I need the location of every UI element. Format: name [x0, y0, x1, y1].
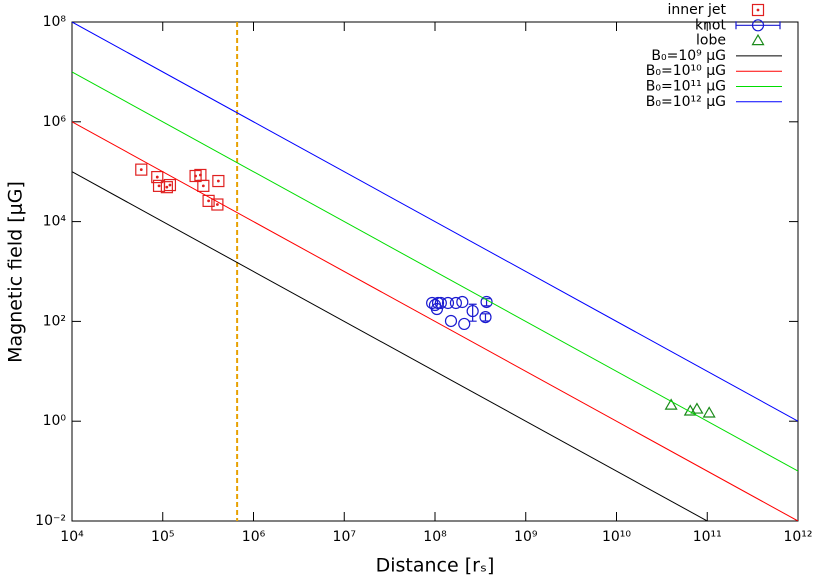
circle-marker — [479, 310, 492, 324]
square-shape — [160, 181, 173, 194]
square-marker — [135, 163, 148, 176]
x-tick-label: 10⁶ — [242, 529, 266, 545]
legend-label: lobe — [696, 33, 726, 49]
circle-marker — [441, 296, 455, 310]
square-marker — [751, 3, 765, 17]
y-tick-label: 10⁰ — [43, 413, 67, 429]
y-tick-label: 10⁶ — [43, 114, 67, 130]
circle-marker — [430, 302, 444, 316]
square-dot — [207, 199, 210, 203]
x-tick-label: 10⁹ — [514, 529, 538, 545]
circle-marker — [480, 295, 493, 309]
legend-error-bar — [735, 21, 781, 30]
square-marker — [163, 178, 177, 192]
legend-label: B₀=10⁹ μG — [651, 48, 726, 64]
error-bar — [481, 313, 490, 322]
square-shape — [197, 179, 210, 192]
square-shape — [212, 174, 225, 188]
legend-label: B₀=10¹⁰ μG — [646, 63, 726, 79]
plot-area — [72, 22, 798, 521]
square-marker — [151, 170, 164, 184]
triangle-marker — [664, 398, 678, 410]
y-tick-label: 10⁸ — [43, 14, 67, 30]
circle-marker — [456, 295, 469, 309]
x-tick-label: 10¹² — [783, 529, 812, 545]
square-shape — [151, 170, 164, 184]
square-dot — [157, 184, 161, 188]
square-dot — [756, 8, 760, 12]
square-shape — [163, 178, 177, 192]
square-dot — [168, 183, 172, 187]
square-dot — [216, 179, 220, 183]
triangle-marker — [690, 402, 704, 414]
legend-label: knot — [695, 17, 727, 33]
square-shape — [202, 194, 215, 207]
y-axis-label: Magnetic field [μG] — [5, 181, 27, 363]
legend-label: B₀=10¹² μG — [646, 94, 726, 110]
square-dot — [201, 184, 205, 188]
square-shape — [751, 3, 765, 17]
y-tick-label: 10⁻² — [35, 513, 66, 529]
square-dot — [199, 173, 202, 177]
square-marker — [202, 194, 215, 207]
circle-marker — [444, 314, 458, 328]
square-shape — [135, 163, 148, 176]
circle-marker — [431, 296, 445, 310]
x-tick-label: 10⁴ — [60, 529, 84, 545]
square-dot — [139, 168, 143, 172]
model-line — [72, 71, 798, 472]
model-line — [72, 121, 798, 521]
x-tick-label: 10⁵ — [151, 529, 174, 545]
x-tick-label: 10⁷ — [333, 529, 356, 545]
triangle-marker — [702, 406, 716, 418]
legend-label: B₀=10¹¹ μG — [646, 79, 726, 95]
square-dot — [215, 203, 219, 206]
y-tick-label: 10⁴ — [43, 214, 67, 230]
square-marker — [212, 174, 225, 188]
square-marker — [194, 168, 207, 182]
square-dot — [165, 185, 169, 189]
square-marker — [160, 181, 173, 194]
circle-marker — [434, 296, 447, 310]
x-tick-label: 10¹⁰ — [602, 529, 631, 545]
triangle-marker — [751, 33, 765, 46]
circle-marker — [449, 296, 463, 310]
y-tick-label: 10² — [43, 313, 66, 329]
circle-marker — [458, 317, 471, 331]
model-line — [72, 22, 798, 422]
x-axis-label: Distance [rₛ] — [376, 555, 495, 577]
square-dot — [155, 175, 159, 179]
square-marker — [197, 179, 210, 192]
x-tick-label: 10¹¹ — [693, 529, 722, 545]
x-tick-label: 10⁸ — [423, 529, 447, 545]
error-bar — [468, 303, 477, 322]
legend-label: inner jet — [668, 2, 727, 18]
circle-marker — [751, 19, 765, 32]
circle-marker — [466, 304, 479, 318]
model-line — [72, 171, 709, 521]
